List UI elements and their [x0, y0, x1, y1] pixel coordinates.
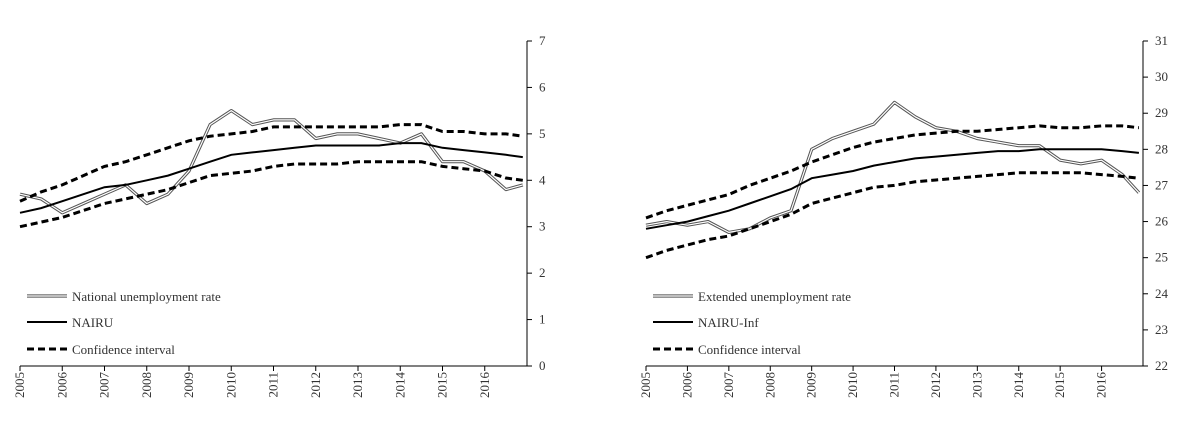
x-tick-label: 2005 [12, 372, 27, 398]
y-tick-label: 23 [1155, 322, 1168, 337]
y-tick-label: 30 [1155, 69, 1168, 84]
x-tick-label: 2011 [266, 372, 281, 398]
series-line [19, 160, 524, 229]
y-tick-label: 4 [539, 172, 546, 187]
legend-label: NAIRU-Inf [698, 315, 759, 330]
x-tick-label: 2010 [223, 372, 238, 398]
series-line [19, 142, 523, 214]
x-tick-label: 2006 [54, 372, 69, 399]
series-line [19, 123, 524, 203]
y-tick-label: 26 [1155, 214, 1169, 229]
x-tick-label: 2009 [804, 372, 819, 398]
y-tick-label: 1 [539, 312, 546, 327]
x-tick-label: 2006 [679, 372, 694, 399]
y-tick-label: 7 [539, 33, 546, 48]
x-tick-label: 2012 [928, 372, 943, 398]
series-line [645, 148, 1140, 230]
y-tick-label: 2 [539, 265, 546, 280]
series-line [645, 171, 1140, 260]
y-tick-label: 6 [539, 79, 546, 94]
x-tick-label: 2007 [721, 372, 736, 399]
y-tick-label: 22 [1155, 358, 1168, 373]
x-tick-label: 2014 [1011, 372, 1026, 399]
x-tick-label: 2010 [845, 372, 860, 398]
y-tick-label: 28 [1155, 141, 1168, 156]
x-tick-label: 2005 [638, 372, 653, 398]
y-tick-label: 0 [539, 358, 546, 373]
x-tick-label: 2014 [392, 372, 407, 399]
y-tick-label: 24 [1155, 286, 1169, 301]
legend-label: Extended unemployment rate [698, 289, 851, 304]
legend-label: NAIRU [72, 315, 114, 330]
series-line-inner [19, 110, 523, 214]
series-line-inner [645, 101, 1140, 233]
y-tick-label: 3 [539, 219, 546, 234]
x-tick-label: 2016 [1094, 372, 1109, 399]
x-tick-label: 2008 [762, 372, 777, 398]
x-tick-label: 2009 [181, 372, 196, 398]
x-tick-label: 2016 [477, 372, 492, 399]
y-tick-label: 25 [1155, 250, 1168, 265]
y-tick-label: 27 [1155, 177, 1169, 192]
x-tick-label: 2015 [1052, 372, 1067, 398]
legend-label: Confidence interval [72, 342, 175, 357]
x-tick-label: 2007 [97, 372, 112, 399]
x-tick-label: 2015 [435, 372, 450, 398]
x-tick-label: 2011 [887, 372, 902, 398]
y-tick-label: 29 [1155, 105, 1168, 120]
legend-label: National unemployment rate [72, 289, 221, 304]
x-tick-label: 2012 [308, 372, 323, 398]
legend-label: Confidence interval [698, 342, 801, 357]
x-tick-label: 2013 [969, 372, 984, 398]
x-tick-label: 2013 [350, 372, 365, 398]
y-tick-label: 31 [1155, 33, 1168, 48]
y-tick-label: 5 [539, 126, 546, 141]
x-tick-label: 2008 [139, 372, 154, 398]
